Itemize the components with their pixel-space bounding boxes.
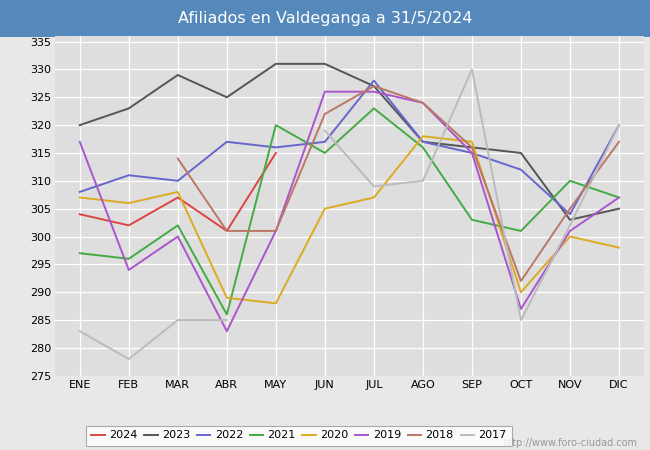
Text: Afiliados en Valdeganga a 31/5/2024: Afiliados en Valdeganga a 31/5/2024 [177, 11, 473, 26]
Legend: 2024, 2023, 2022, 2021, 2020, 2019, 2018, 2017: 2024, 2023, 2022, 2021, 2020, 2019, 2018… [86, 426, 512, 446]
Text: http://www.foro-ciudad.com: http://www.foro-ciudad.com [502, 438, 637, 448]
